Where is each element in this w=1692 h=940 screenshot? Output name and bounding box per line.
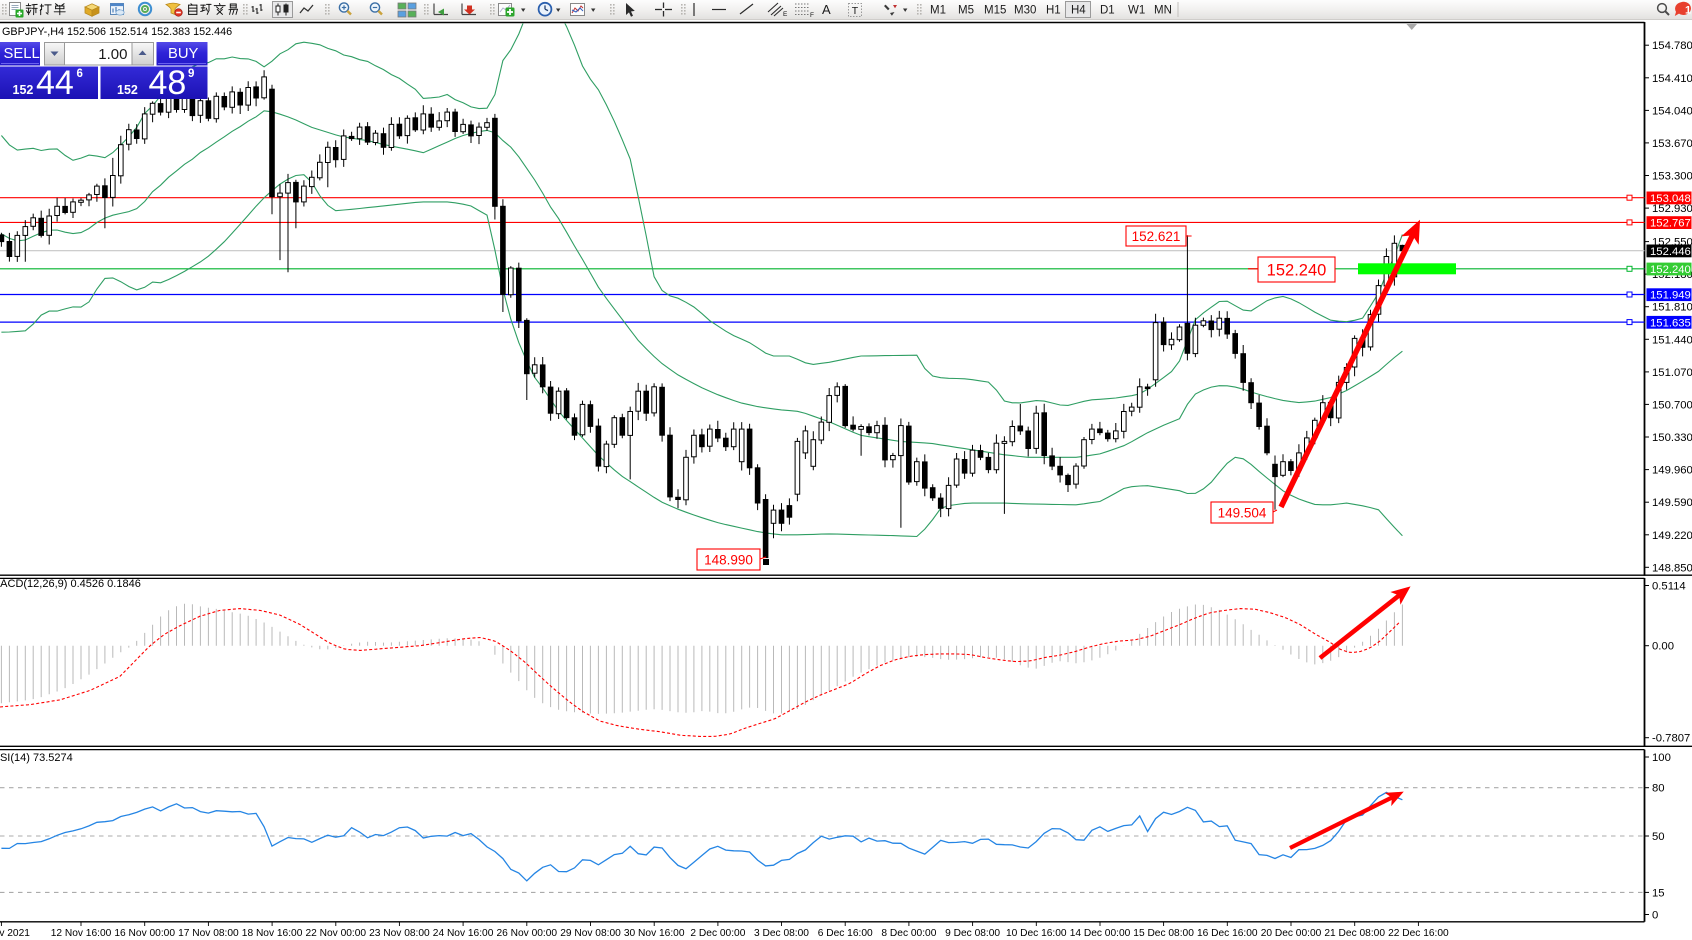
svg-text:153.670: 153.670 <box>1652 138 1692 150</box>
svg-text:0.5114: 0.5114 <box>1652 581 1686 593</box>
svg-text:153.300: 153.300 <box>1652 171 1692 183</box>
svg-text:M15: M15 <box>984 5 1006 17</box>
svg-text:50: 50 <box>1652 831 1665 843</box>
svg-text:0: 0 <box>1652 910 1658 922</box>
svg-text:17 Nov 08:00: 17 Nov 08:00 <box>178 928 239 939</box>
svg-text:16 Nov 00:00: 16 Nov 00:00 <box>114 928 175 939</box>
svg-text:148.850: 148.850 <box>1652 562 1692 574</box>
svg-text:24 Nov 16:00: 24 Nov 16:00 <box>433 928 494 939</box>
svg-text:151.070: 151.070 <box>1652 367 1692 379</box>
svg-text:23 Nov 08:00: 23 Nov 08:00 <box>369 928 430 939</box>
svg-text:154.780: 154.780 <box>1652 40 1692 52</box>
svg-text:149.504: 149.504 <box>1218 505 1267 520</box>
svg-text:80: 80 <box>1652 783 1665 795</box>
svg-text:44: 44 <box>36 64 74 102</box>
svg-text:3 Dec 08:00: 3 Dec 08:00 <box>754 928 809 939</box>
svg-text:BUY: BUY <box>168 46 199 62</box>
svg-text:H1: H1 <box>1046 5 1061 17</box>
svg-text:MACD(12,26,9) 0.4526 0.1846: MACD(12,26,9) 0.4526 0.1846 <box>0 578 141 590</box>
svg-text:154.410: 154.410 <box>1652 73 1692 85</box>
svg-text:26 Nov 00:00: 26 Nov 00:00 <box>496 928 557 939</box>
svg-text:14 Dec 00:00: 14 Dec 00:00 <box>1070 928 1131 939</box>
svg-text:RSI(14) 73.5274: RSI(14) 73.5274 <box>0 752 73 764</box>
svg-text:152: 152 <box>117 83 138 97</box>
svg-text:149.220: 149.220 <box>1652 530 1692 542</box>
svg-text:20 Dec 00:00: 20 Dec 00:00 <box>1261 928 1322 939</box>
svg-text:29 Nov 08:00: 29 Nov 08:00 <box>560 928 621 939</box>
svg-text:E: E <box>783 11 788 18</box>
svg-text:152.930: 152.930 <box>1652 203 1692 215</box>
svg-text:16 Dec 16:00: 16 Dec 16:00 <box>1197 928 1258 939</box>
svg-text:21 Dec 08:00: 21 Dec 08:00 <box>1324 928 1385 939</box>
svg-text:-0.7807: -0.7807 <box>1652 733 1690 745</box>
svg-text:SELL: SELL <box>4 46 40 62</box>
svg-text:22 Nov 00:00: 22 Nov 00:00 <box>305 928 366 939</box>
svg-text:0.00: 0.00 <box>1652 641 1674 653</box>
svg-text:152: 152 <box>13 83 34 97</box>
svg-text:M5: M5 <box>958 5 974 17</box>
svg-text:M30: M30 <box>1014 5 1036 17</box>
svg-text:D1: D1 <box>1100 5 1115 17</box>
svg-text:150.700: 150.700 <box>1652 399 1692 411</box>
svg-text:8 Dec 00:00: 8 Dec 00:00 <box>881 928 936 939</box>
svg-text:M1: M1 <box>930 5 946 17</box>
svg-text:MN: MN <box>1154 5 1172 17</box>
svg-text:18 Nov 16:00: 18 Nov 16:00 <box>242 928 303 939</box>
svg-text:F: F <box>810 12 814 19</box>
svg-text:152.621: 152.621 <box>1132 229 1181 244</box>
svg-text:151.635: 151.635 <box>1650 317 1691 329</box>
svg-text:152.446: 152.446 <box>1650 246 1691 258</box>
svg-text:30 Nov 16:00: 30 Nov 16:00 <box>624 928 685 939</box>
svg-text:H4: H4 <box>1071 5 1086 17</box>
svg-text:48: 48 <box>149 64 187 102</box>
svg-text:GBPJPY-,H4 152.506 152.514 15: GBPJPY-,H4 152.506 152.514 152.383 152.4… <box>2 26 232 38</box>
svg-text:152.240: 152.240 <box>1650 264 1691 276</box>
svg-text:149.590: 149.590 <box>1652 497 1692 509</box>
svg-text:151.949: 151.949 <box>1650 290 1691 302</box>
svg-text:152.767: 152.767 <box>1650 218 1691 230</box>
svg-text:15: 15 <box>1652 887 1665 899</box>
svg-text:T: T <box>852 5 859 17</box>
svg-text:15 Dec 08:00: 15 Dec 08:00 <box>1133 928 1194 939</box>
svg-text:1: 1 <box>1685 4 1691 16</box>
svg-text:100: 100 <box>1652 752 1671 764</box>
svg-text:9 Dec 08:00: 9 Dec 08:00 <box>945 928 1000 939</box>
svg-text:2 Dec 00:00: 2 Dec 00:00 <box>690 928 745 939</box>
svg-text:6 Dec 16:00: 6 Dec 16:00 <box>818 928 873 939</box>
svg-text:151.810: 151.810 <box>1652 302 1692 314</box>
svg-text:154.040: 154.040 <box>1652 105 1692 117</box>
svg-text:151.440: 151.440 <box>1652 334 1692 346</box>
svg-text:153.048: 153.048 <box>1650 193 1691 205</box>
svg-text:12 Nov 16:00: 12 Nov 16:00 <box>51 928 112 939</box>
svg-text:W1: W1 <box>1128 5 1145 17</box>
svg-text:150.330: 150.330 <box>1652 432 1692 444</box>
svg-text:22 Dec 16:00: 22 Dec 16:00 <box>1388 928 1449 939</box>
svg-text:152.240: 152.240 <box>1267 261 1327 279</box>
svg-text:A: A <box>822 2 831 17</box>
svg-text:10 Dec 16:00: 10 Dec 16:00 <box>1006 928 1067 939</box>
svg-text:11 Nov 2021: 11 Nov 2021 <box>0 928 30 939</box>
svg-text:9: 9 <box>188 68 194 80</box>
svg-text:148.990: 148.990 <box>704 552 753 567</box>
svg-text:6: 6 <box>77 68 83 80</box>
svg-text:1.00: 1.00 <box>98 46 127 63</box>
svg-text:149.960: 149.960 <box>1652 465 1692 477</box>
